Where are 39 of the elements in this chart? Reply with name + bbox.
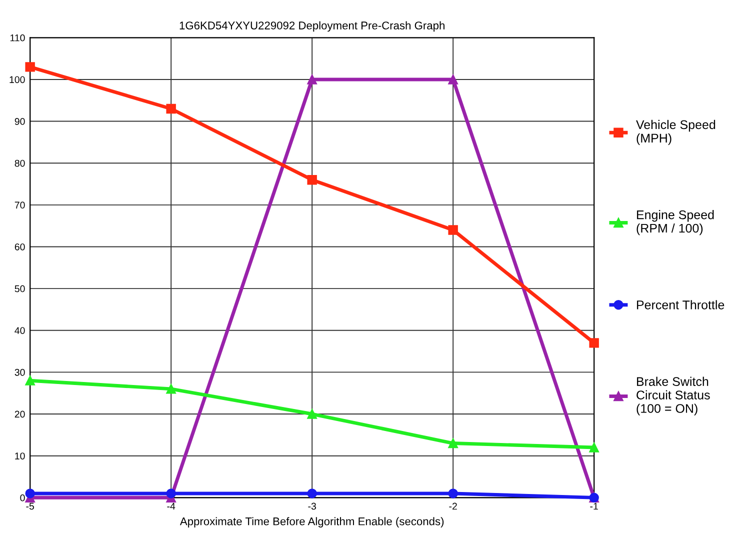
- y-tick-label: 20: [14, 410, 25, 418]
- point: [25, 376, 35, 386]
- chart-title: 1G6KD54YXYU229092 Deployment Pre-Crash Graph: [180, 21, 444, 32]
- x-tick-label: -3: [308, 502, 316, 510]
- point: [166, 488, 176, 498]
- point: [166, 384, 176, 394]
- point: [589, 338, 599, 348]
- point: [448, 225, 458, 235]
- point: [307, 488, 317, 498]
- point: [307, 174, 317, 185]
- point: [589, 442, 599, 452]
- y-tick-label: 10: [15, 452, 25, 460]
- y-tick-label: 30: [14, 368, 25, 376]
- x-tick-label: -4: [167, 502, 176, 510]
- y-tick-label: 100: [10, 76, 25, 84]
- y-tick-label: 80: [14, 160, 25, 167]
- point: [307, 74, 317, 84]
- x-tick-label: -1: [590, 502, 598, 510]
- point: [448, 438, 458, 448]
- y-tick-label: 0: [20, 494, 25, 502]
- y-tick-label: 50: [14, 285, 25, 292]
- point: [25, 62, 35, 72]
- legend-label: Brake Switch Circuit Status (100 = ON): [636, 376, 710, 416]
- point: [307, 409, 317, 419]
- point: [25, 488, 35, 498]
- y-tick-label: 110: [10, 34, 25, 42]
- x-axis-title: Approximate Time Before Algorithm Enable (seconds): [180, 517, 444, 528]
- legend-label: Engine Speed (RPM / 100): [636, 210, 714, 236]
- y-tick-label: 40: [14, 327, 25, 334]
- x-tick-label: -2: [449, 502, 457, 510]
- x-tick-label: -5: [26, 502, 34, 510]
- legend-label: Percent Throttle: [636, 300, 724, 310]
- y-tick-label: 70: [14, 202, 25, 209]
- y-tick-label: 60: [14, 243, 25, 250]
- point: [166, 104, 176, 114]
- point: [448, 74, 458, 84]
- legend-label: Vehicle Speed (MPH): [636, 120, 716, 146]
- point: [448, 488, 458, 498]
- y-tick-label: 90: [14, 118, 25, 125]
